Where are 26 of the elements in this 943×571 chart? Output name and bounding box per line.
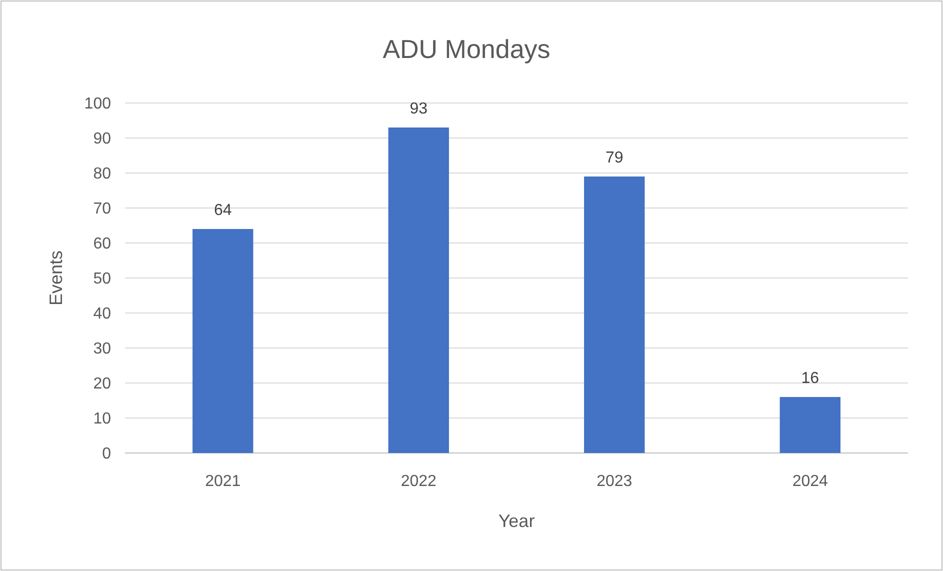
- y-tick-label: 60: [93, 236, 112, 253]
- y-tick-label: 0: [102, 446, 112, 463]
- x-tick-label: 2021: [205, 473, 241, 490]
- y-tick-label: 20: [93, 376, 112, 393]
- y-tick-label: 80: [93, 166, 112, 183]
- bar: [388, 128, 449, 453]
- data-label: 16: [801, 370, 820, 387]
- data-label: 64: [214, 202, 232, 219]
- x-tick-label: 2022: [400, 473, 437, 490]
- y-tick-label: 100: [84, 96, 112, 113]
- data-label: 79: [605, 150, 624, 166]
- y-axis-title: Events: [46, 250, 66, 306]
- y-tick-label: 50: [93, 270, 112, 288]
- y-tick-label: 70: [93, 200, 112, 218]
- bar: [192, 229, 254, 453]
- chart-title: ADU Mondays: [382, 34, 550, 64]
- x-axis-title: Year: [498, 511, 535, 531]
- bar: [584, 176, 645, 453]
- y-tick-label: 40: [93, 306, 112, 323]
- y-tick-label: 10: [93, 410, 112, 428]
- bar: [780, 397, 840, 453]
- y-tick-label: 30: [93, 340, 112, 358]
- x-tick-label: 2024: [792, 473, 828, 490]
- y-tick-label: 90: [93, 130, 112, 148]
- x-tick-label: 2023: [596, 473, 632, 490]
- data-label: 93: [410, 100, 428, 118]
